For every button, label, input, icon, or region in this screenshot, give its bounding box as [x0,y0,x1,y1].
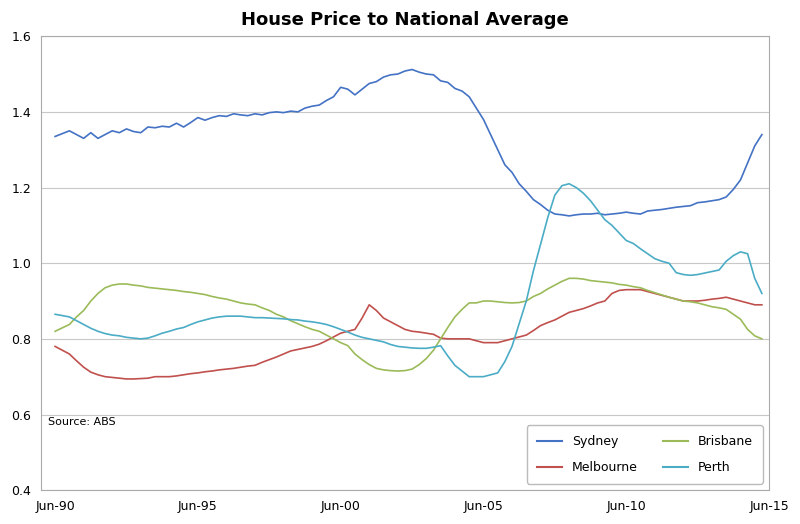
Line: Brisbane: Brisbane [55,278,762,371]
Perth [243,314,253,320]
Brisbane [272,311,282,318]
Melbourne [229,365,238,372]
Sydney [407,67,417,73]
Melbourne [436,335,446,341]
Perth [50,311,60,318]
Sydney [222,113,231,119]
Title: House Price to National Average: House Price to National Average [241,11,569,29]
Text: Source: ABS: Source: ABS [48,417,116,427]
Perth [464,374,474,380]
Brisbane [436,336,446,342]
Sydney [757,132,766,138]
Perth [429,344,438,351]
Brisbane [393,368,402,374]
Sydney [243,113,253,119]
Perth [407,345,417,351]
Perth [622,237,631,244]
Perth [757,290,766,297]
Line: Melbourne: Melbourne [55,290,762,379]
Line: Perth: Perth [55,184,762,377]
Legend: Sydney, Melbourne, Brisbane, Perth: Sydney, Melbourne, Brisbane, Perth [527,425,762,484]
Melbourne [250,362,260,368]
Melbourne [614,287,624,293]
Melbourne [757,302,766,308]
Perth [272,315,282,322]
Brisbane [50,328,60,334]
Sydney [414,69,424,75]
Sydney [622,209,631,215]
Sydney [272,109,282,115]
Melbourne [622,287,631,293]
Brisbane [414,362,424,368]
Sydney [50,133,60,139]
Brisbane [564,275,574,281]
Brisbane [243,301,253,307]
Sydney [436,78,446,84]
Brisbane [222,296,231,302]
Melbourne [278,351,288,357]
Perth [222,313,231,319]
Perth [564,181,574,187]
Line: Sydney: Sydney [55,70,762,216]
Brisbane [757,336,766,342]
Melbourne [122,376,131,382]
Melbourne [50,343,60,350]
Sydney [564,213,574,219]
Brisbane [622,282,631,288]
Melbourne [414,329,424,335]
